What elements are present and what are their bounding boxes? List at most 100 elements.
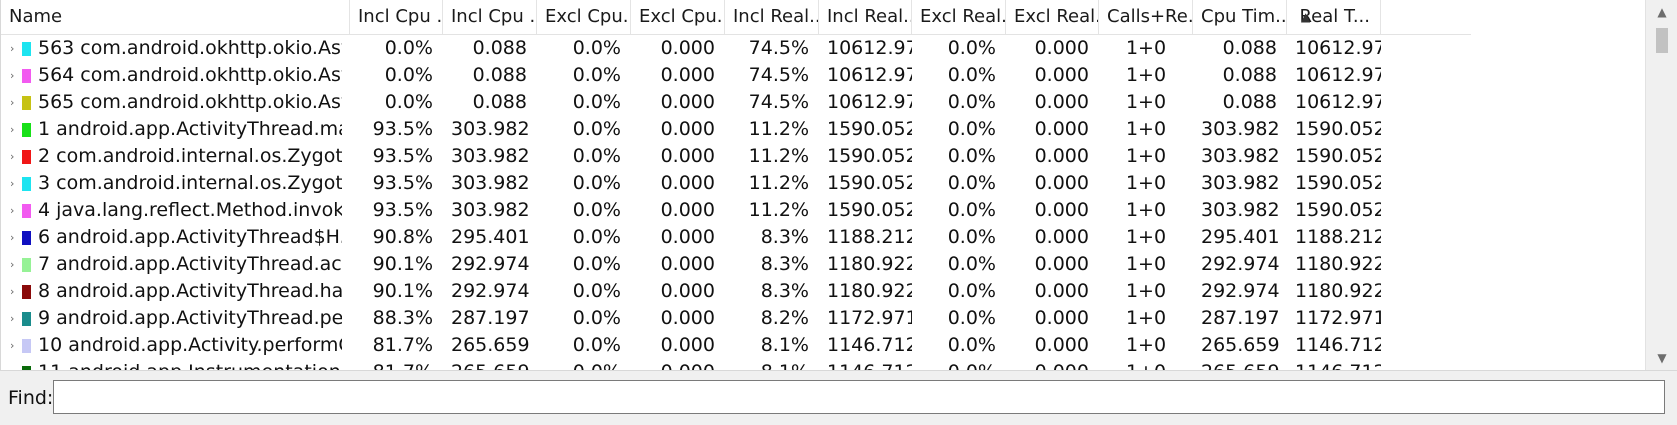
col-excl-real-time-cell: 0.000: [1034, 307, 1089, 329]
expand-chevron-icon[interactable]: ›: [10, 69, 15, 82]
method-name: 3 com.android.internal.os.ZygoteInit.ma: [38, 172, 342, 194]
col-incl-real-time-cell: 1188.212: [827, 226, 912, 248]
table-row[interactable]: › 4 java.lang.reflect.Method.invoke (Ljav…: [1, 197, 1471, 224]
col-excl-cpu-time-cell: 0.000: [660, 145, 715, 167]
scroll-down-icon[interactable]: ▼: [1657, 351, 1667, 365]
table-row[interactable]: › 564 com.android.okhttp.okio.AsyncTim 0.0…: [1, 62, 1471, 89]
col-incl-real-time-cell: 1180.922: [827, 253, 912, 275]
col-incl-cpu-time-cell: 0.088: [472, 37, 527, 59]
col-incl-cpu-time-header[interactable]: Incl Cpu ...: [443, 0, 537, 34]
col-real-time-per-call-cell: 1590.052: [1295, 199, 1381, 221]
col-excl-cpu-time-header[interactable]: Excl Cpu...: [631, 0, 725, 34]
col-excl-real-pct-cell: 0.0%: [947, 334, 996, 356]
col-excl-cpu-pct-cell: 0.0%: [572, 280, 621, 302]
expand-chevron-icon[interactable]: ›: [10, 204, 15, 217]
col-incl-cpu-pct-header[interactable]: Incl Cpu ...: [350, 0, 443, 34]
expand-chevron-icon[interactable]: ›: [10, 150, 15, 163]
col-excl-real-time-cell: 0.000: [1034, 172, 1089, 194]
col-excl-real-time-cell: 0.000: [1034, 226, 1089, 248]
col-cpu-time-per-call-cell: 303.982: [1201, 172, 1280, 194]
col-incl-cpu-time-cell: 303.982: [451, 118, 530, 140]
col-excl-cpu-pct-cell: 0.0%: [572, 199, 621, 221]
col-incl-real-time-cell: 1146.712: [827, 334, 912, 356]
method-name-cell: › 10 android.app.Activity.performCreate: [1, 332, 350, 359]
column-header-label: Real T...: [1299, 6, 1370, 27]
expand-chevron-icon[interactable]: ›: [10, 123, 15, 136]
method-name-cell: › 8 android.app.ActivityThread.handleLau: [1, 278, 350, 305]
scrollbar-thumb[interactable]: [1656, 28, 1668, 53]
table-row[interactable]: › 8 android.app.ActivityThread.handleLau 9…: [1, 278, 1471, 305]
method-name: 9 android.app.ActivityThread.performL: [38, 307, 342, 329]
table-row[interactable]: › 10 android.app.Activity.performCreate 81…: [1, 332, 1471, 359]
col-cpu-time-per-call-cell: 0.088: [1222, 91, 1277, 113]
col-excl-real-time-cell: 0.000: [1034, 91, 1089, 113]
method-name-cell: › 11 android.app.Instrumentation.callAct: [1, 359, 350, 370]
col-cpu-time-per-call-header[interactable]: Cpu Tim...: [1193, 0, 1287, 34]
method-name-cell: › 7 android.app.ActivityThread.access$10: [1, 251, 350, 278]
table-row[interactable]: › 3 com.android.internal.os.ZygoteInit.ma…: [1, 170, 1471, 197]
table-row[interactable]: › 565 com.android.okhttp.okio.AsyncTim 0.0…: [1, 89, 1471, 116]
expand-chevron-icon[interactable]: ›: [10, 339, 15, 352]
col-excl-real-time-cell: 0.000: [1034, 118, 1089, 140]
expand-chevron-icon[interactable]: ›: [10, 258, 15, 271]
expand-chevron-icon[interactable]: ›: [10, 96, 15, 109]
col-incl-real-pct-cell: 11.2%: [748, 145, 809, 167]
table-row[interactable]: › 1 android.app.ActivityThread.main ([Lja…: [1, 116, 1471, 143]
col-excl-cpu-pct-cell: 0.0%: [572, 307, 621, 329]
table-row[interactable]: › 6 android.app.ActivityThread$H.handle 90…: [1, 224, 1471, 251]
col-excl-cpu-time-cell: 0.000: [660, 199, 715, 221]
col-incl-real-time-cell: 1590.052: [827, 118, 912, 140]
table-row[interactable]: › 9 android.app.ActivityThread.performL 88…: [1, 305, 1471, 332]
col-excl-cpu-time-cell: 0.000: [660, 172, 715, 194]
col-incl-cpu-time-cell: 292.974: [451, 280, 530, 302]
expand-chevron-icon[interactable]: ›: [10, 285, 15, 298]
col-incl-real-time-cell: 1590.052: [827, 199, 912, 221]
expand-chevron-icon[interactable]: ›: [10, 42, 15, 55]
table-row[interactable]: › 2 com.android.internal.os.ZygoteInit$M 9…: [1, 143, 1471, 170]
col-name-header[interactable]: Name: [1, 0, 350, 34]
col-cpu-time-per-call-cell: 0.088: [1222, 64, 1277, 86]
col-excl-real-pct-header[interactable]: Excl Real...: [912, 0, 1006, 34]
vertical-scrollbar[interactable]: ▲ ▼: [1645, 0, 1677, 370]
expand-chevron-icon[interactable]: ›: [10, 312, 15, 325]
method-name: 2 com.android.internal.os.ZygoteInit$M: [38, 145, 342, 167]
method-color-swatch: [22, 176, 31, 191]
find-input[interactable]: [53, 380, 1665, 414]
col-incl-real-pct-cell: 74.5%: [748, 64, 809, 86]
col-calls-recursion-cell: 1+0: [1125, 172, 1167, 194]
table-row[interactable]: › 11 android.app.Instrumentation.callAct 8…: [1, 359, 1471, 370]
col-excl-cpu-time-cell: 0.000: [660, 334, 715, 356]
col-incl-cpu-pct-cell: 90.8%: [372, 226, 433, 248]
col-real-time-per-call-cell: 1146.712: [1295, 334, 1381, 356]
col-incl-cpu-time-cell: 265.659: [451, 334, 530, 356]
method-name: 564 com.android.okhttp.okio.AsyncTim: [38, 64, 342, 86]
expand-chevron-icon[interactable]: ›: [10, 177, 15, 190]
col-excl-cpu-pct-cell: 0.0%: [572, 118, 621, 140]
expand-chevron-icon[interactable]: ›: [10, 359, 22, 370]
scroll-up-icon[interactable]: ▲: [1657, 5, 1667, 19]
expand-chevron-icon[interactable]: ›: [10, 231, 15, 244]
col-incl-cpu-time-cell: 0.088: [472, 91, 527, 113]
col-calls-recursion-cell: 1+0: [1125, 334, 1167, 356]
col-excl-cpu-pct-cell: 0.0%: [537, 359, 631, 370]
col-incl-real-pct-header[interactable]: Incl Real...: [725, 0, 819, 34]
col-excl-real-time-header[interactable]: Excl Real...: [1006, 0, 1099, 34]
col-excl-cpu-pct-header[interactable]: Excl Cpu...: [537, 0, 631, 34]
col-calls-recursion-cell: 1+0: [1125, 253, 1167, 275]
col-excl-real-pct-cell: 0.0%: [947, 64, 996, 86]
col-excl-real-time-cell: 0.000: [1034, 334, 1089, 356]
col-real-time-per-call-cell: 10612.977: [1295, 64, 1381, 86]
col-incl-real-time-header[interactable]: Incl Real...: [819, 0, 912, 34]
col-real-time-per-call-cell: 1172.971: [1295, 307, 1381, 329]
col-excl-cpu-pct-cell: 0.0%: [572, 91, 621, 113]
table-row[interactable]: › 563 com.android.okhttp.okio.AsyncTim 0.0…: [1, 35, 1471, 62]
col-calls-recursion-header[interactable]: Calls+Re...: [1099, 0, 1193, 34]
col-excl-real-time-cell: 0.000: [1034, 37, 1089, 59]
col-real-time-per-call-cell: 1146.712: [1287, 359, 1381, 370]
col-real-time-per-call-header[interactable]: ▲ Real T...: [1287, 0, 1381, 34]
column-header-label: Excl Cpu...: [639, 6, 725, 27]
method-name-cell: › 564 com.android.okhttp.okio.AsyncTim: [1, 62, 350, 89]
col-excl-cpu-time-cell: 0.000: [660, 37, 715, 59]
method-name: 4 java.lang.reflect.Method.invoke (Ljava: [38, 199, 342, 221]
table-row[interactable]: › 7 android.app.ActivityThread.access$10 9…: [1, 251, 1471, 278]
